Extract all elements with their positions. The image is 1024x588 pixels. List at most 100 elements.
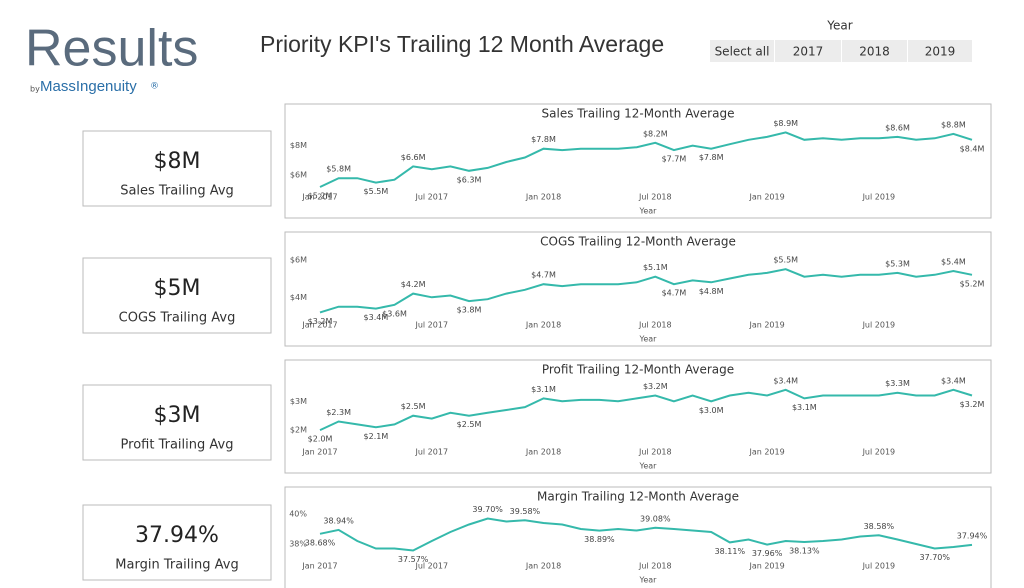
- x-tick-label: Jan 2018: [525, 562, 561, 571]
- slicer-button[interactable]: [775, 40, 841, 62]
- kpi-card: [82, 384, 272, 461]
- x-tick-label: Jul 2018: [638, 448, 672, 457]
- data-label: $4.7M: [662, 289, 687, 298]
- data-label: $5.5M: [773, 256, 798, 265]
- data-label: $8.8M: [941, 120, 966, 129]
- line-series: [319, 388, 973, 432]
- line-series: [319, 131, 973, 188]
- x-tick-label: Jul 2018: [638, 321, 672, 330]
- slicer-button[interactable]: [710, 40, 774, 62]
- kpi-value: $5M: [154, 276, 201, 301]
- data-label: $3.2M: [960, 400, 985, 409]
- slicer-title: Year: [826, 19, 852, 33]
- data-label: $2.3M: [326, 408, 351, 417]
- slicer-option[interactable]: 2018: [859, 45, 890, 59]
- data-label: $7.8M: [699, 153, 724, 162]
- data-label: 37.94%: [957, 531, 988, 540]
- y-tick-label: $3M: [290, 397, 307, 406]
- x-tick-label: Jul 2019: [862, 448, 896, 457]
- y-tick-label: 40%: [289, 510, 307, 519]
- data-label: 38.11%: [715, 547, 746, 556]
- x-axis-label: Year: [639, 462, 658, 471]
- data-label: 38.58%: [864, 522, 895, 531]
- x-tick-label: Jul 2017: [414, 562, 448, 571]
- logo-by: by: [30, 85, 40, 94]
- chart-title: Sales Trailing 12-Month Average: [542, 107, 735, 121]
- data-label: $8.4M: [960, 144, 985, 153]
- x-tick-label: Jul 2019: [862, 562, 896, 571]
- x-tick-label: Jan 2019: [748, 193, 784, 202]
- x-tick-label: Jan 2018: [525, 448, 561, 457]
- data-label: $8.6M: [885, 123, 910, 132]
- kpi-card: [82, 504, 272, 581]
- x-tick-label: Jul 2019: [862, 193, 896, 202]
- data-label: $3.4M: [773, 376, 798, 385]
- data-label: $7.8M: [531, 135, 556, 144]
- logo-word: Results: [25, 20, 198, 78]
- kpi-card: [82, 130, 272, 207]
- kpi-card: [82, 257, 272, 334]
- data-label: $3.2M: [308, 317, 333, 326]
- x-tick-label: Jan 2019: [748, 448, 784, 457]
- kpi-value: 37.94%: [135, 523, 219, 548]
- data-label: $4.2M: [401, 280, 426, 289]
- data-label: $5.3M: [885, 259, 910, 268]
- chart-title: Margin Trailing 12-Month Average: [537, 490, 739, 504]
- slicer-option[interactable]: 2019: [925, 45, 956, 59]
- data-label: $3.8M: [457, 306, 482, 315]
- slicer-button[interactable]: [908, 40, 972, 62]
- x-tick-label: Jan 2019: [748, 562, 784, 571]
- data-label: $6.3M: [457, 175, 482, 184]
- data-label: 37.96%: [752, 549, 783, 558]
- kpi-label: Sales Trailing Avg: [120, 184, 234, 199]
- data-label: $3.4M: [364, 313, 389, 322]
- data-label: $8.9M: [773, 119, 798, 128]
- kpi-value: $3M: [154, 403, 201, 428]
- data-label: $4.8M: [699, 287, 724, 296]
- kpi-value: $8M: [154, 149, 201, 174]
- chart-title: Profit Trailing 12-Month Average: [542, 363, 734, 377]
- data-label: $3.6M: [382, 309, 407, 318]
- slicer-button[interactable]: [842, 40, 907, 62]
- data-label: $5.4M: [941, 258, 966, 267]
- data-label: $3.2M: [643, 382, 668, 391]
- slicer-option[interactable]: Select all: [715, 45, 770, 59]
- data-label: $3.3M: [885, 379, 910, 388]
- logo-brand: MassIngenuity: [40, 78, 137, 95]
- x-tick-label: Jul 2018: [638, 193, 672, 202]
- data-label: $5.2M: [308, 192, 333, 201]
- x-tick-label: Jan 2018: [525, 193, 561, 202]
- data-label: $3.4M: [941, 376, 966, 385]
- data-label: $2.5M: [457, 420, 482, 429]
- data-label: $4.7M: [531, 271, 556, 280]
- x-tick-label: Jan 2017: [301, 321, 337, 330]
- data-label: $3.1M: [531, 385, 556, 394]
- data-label: $5.8M: [326, 165, 351, 174]
- data-label: 38.94%: [323, 516, 354, 525]
- data-label: $3.0M: [699, 406, 724, 415]
- data-label: $7.7M: [662, 155, 687, 164]
- x-axis-label: Year: [639, 576, 658, 585]
- chart-frame: [284, 103, 992, 219]
- x-axis-label: Year: [639, 335, 658, 344]
- x-axis-label: Year: [639, 207, 658, 216]
- x-tick-label: Jul 2017: [414, 193, 448, 202]
- y-tick-label: 38%: [289, 540, 307, 549]
- line-series: [319, 268, 973, 314]
- data-label: $5.5M: [364, 187, 389, 196]
- line-series: [319, 517, 973, 552]
- chart-title: COGS Trailing 12-Month Average: [540, 235, 736, 249]
- data-label: 37.70%: [919, 553, 950, 562]
- data-label: $6.6M: [401, 153, 426, 162]
- data-label: 38.89%: [584, 535, 615, 544]
- data-label: $2.1M: [364, 432, 389, 441]
- kpi-label: Margin Trailing Avg: [115, 558, 238, 573]
- data-label: 39.58%: [510, 507, 541, 516]
- y-tick-label: $6M: [290, 171, 307, 180]
- slicer-option[interactable]: 2017: [793, 45, 824, 59]
- x-tick-label: Jan 2017: [301, 448, 337, 457]
- y-tick-label: $2M: [290, 426, 307, 435]
- chart-frame: [284, 486, 992, 588]
- data-label: 38.13%: [789, 547, 820, 556]
- data-label: 37.57%: [398, 555, 429, 564]
